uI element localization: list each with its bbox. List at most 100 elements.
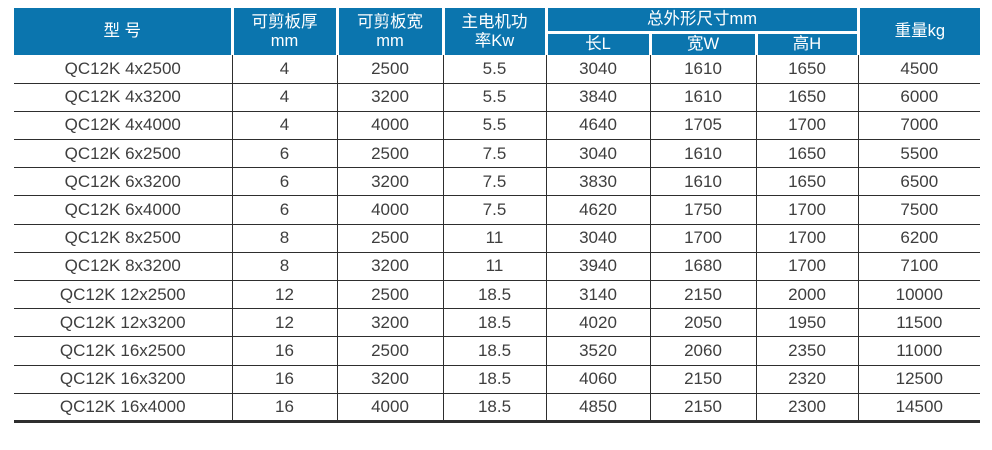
- cell-width-w: 2050: [649, 308, 756, 338]
- cell-height-h: 1700: [755, 252, 859, 282]
- cell-thickness-mm: 6: [231, 167, 337, 197]
- cell-sheet-width-mm: 3200: [336, 308, 443, 338]
- cell-weight-kg: 7500: [857, 195, 981, 225]
- cell-height-h: 2300: [755, 393, 859, 423]
- table-row: QC12K 4x4000 4 4000 5.5 4640 1705 1700 7000: [14, 111, 981, 141]
- cell-width-w: 1610: [649, 83, 756, 112]
- cell-sheet-width-mm: 2500: [336, 224, 443, 253]
- cell-width-w: 1705: [649, 111, 756, 141]
- table-row: QC12K 12x2500 12 2500 18.5 3140 2150 2000 10000: [14, 280, 981, 310]
- cell-power-kw: 18.5: [442, 365, 546, 394]
- table-row: QC12K 16x2500 16 2500 18.5 3520 2060 2350 11000: [14, 336, 981, 366]
- cell-sheet-width-mm: 3200: [336, 252, 443, 282]
- cell-length-l: 4060: [545, 365, 650, 394]
- cell-power-kw: 18.5: [442, 393, 546, 423]
- header-length: 长L: [544, 32, 650, 55]
- cell-sheet-width-mm: 4000: [336, 111, 443, 141]
- header-sheet-width: 可剪板宽 mm: [335, 8, 443, 55]
- cell-length-l: 3040: [545, 224, 650, 253]
- cell-power-kw: 5.5: [442, 55, 546, 84]
- cell-width-w: 2060: [649, 336, 756, 366]
- cell-length-l: 4640: [545, 111, 650, 141]
- cell-power-kw: 11: [442, 252, 546, 282]
- cell-height-h: 1650: [755, 55, 859, 84]
- cell-weight-kg: 6000: [857, 83, 981, 112]
- table-row: QC12K 4x2500 4 2500 5.5 3040 1610 1650 4500: [14, 55, 981, 84]
- cell-power-kw: 18.5: [442, 336, 546, 366]
- cell-model: QC12K 4x4000: [14, 111, 232, 141]
- cell-model: QC12K 12x3200: [14, 308, 232, 338]
- cell-weight-kg: 7000: [857, 111, 981, 141]
- cell-sheet-width-mm: 4000: [336, 393, 443, 423]
- spec-table-body: QC12K 4x2500 4 2500 5.5 3040 1610 1650 4500 QC12…: [14, 55, 981, 423]
- header-height-h: 高H: [754, 32, 859, 55]
- cell-length-l: 3040: [545, 55, 650, 84]
- cell-power-kw: 18.5: [442, 308, 546, 338]
- cell-height-h: 1700: [755, 195, 859, 225]
- cell-weight-kg: 6500: [857, 167, 981, 197]
- cell-thickness-mm: 6: [231, 195, 337, 225]
- cell-length-l: 3840: [545, 83, 650, 112]
- cell-length-l: 3040: [545, 139, 650, 169]
- cell-model: QC12K 4x2500: [14, 55, 232, 84]
- cell-sheet-width-mm: 2500: [336, 280, 443, 310]
- cell-thickness-mm: 4: [231, 111, 337, 141]
- header-dimensions-group: 总外形尺寸mm: [544, 8, 859, 34]
- cell-thickness-mm: 4: [231, 83, 337, 112]
- cell-model: QC12K 16x2500: [14, 336, 232, 366]
- cell-length-l: 3940: [545, 252, 650, 282]
- cell-length-l: 4850: [545, 393, 650, 423]
- cell-height-h: 1650: [755, 83, 859, 112]
- cell-sheet-width-mm: 2500: [336, 336, 443, 366]
- cell-thickness-mm: 8: [231, 224, 337, 253]
- cell-width-w: 1680: [649, 252, 756, 282]
- cell-weight-kg: 6200: [857, 224, 981, 253]
- cell-power-kw: 5.5: [442, 111, 546, 141]
- cell-power-kw: 7.5: [442, 167, 546, 197]
- cell-sheet-width-mm: 4000: [336, 195, 443, 225]
- cell-weight-kg: 14500: [857, 393, 981, 423]
- cell-thickness-mm: 12: [231, 308, 337, 338]
- cell-length-l: 3520: [545, 336, 650, 366]
- table-row: QC12K 6x3200 6 3200 7.5 3830 1610 1650 6500: [14, 167, 981, 197]
- cell-thickness-mm: 16: [231, 336, 337, 366]
- cell-model: QC12K 6x4000: [14, 195, 232, 225]
- cell-model: QC12K 12x2500: [14, 280, 232, 310]
- cell-height-h: 1950: [755, 308, 859, 338]
- cell-model: QC12K 16x3200: [14, 365, 232, 394]
- cell-weight-kg: 7100: [857, 252, 981, 282]
- cell-weight-kg: 4500: [857, 55, 981, 84]
- header-model: 型 号: [14, 8, 232, 55]
- cell-thickness-mm: 8: [231, 252, 337, 282]
- cell-thickness-mm: 6: [231, 139, 337, 169]
- cell-power-kw: 7.5: [442, 139, 546, 169]
- cell-model: QC12K 8x2500: [14, 224, 232, 253]
- cell-width-w: 2150: [649, 280, 756, 310]
- table-row: QC12K 8x2500 8 2500 11 3040 1700 1700 6200: [14, 224, 981, 253]
- cell-power-kw: 11: [442, 224, 546, 253]
- cell-sheet-width-mm: 3200: [336, 365, 443, 394]
- cell-width-w: 1750: [649, 195, 756, 225]
- cell-model: QC12K 16x4000: [14, 393, 232, 423]
- cell-model: QC12K 8x3200: [14, 252, 232, 282]
- cell-sheet-width-mm: 3200: [336, 83, 443, 112]
- cell-thickness-mm: 12: [231, 280, 337, 310]
- cell-width-w: 1610: [649, 167, 756, 197]
- cell-power-kw: 7.5: [442, 195, 546, 225]
- table-row: QC12K 6x4000 6 4000 7.5 4620 1750 1700 7500: [14, 195, 981, 225]
- cell-length-l: 4020: [545, 308, 650, 338]
- table-row: QC12K 12x3200 12 3200 18.5 4020 2050 1950 11500: [14, 308, 981, 338]
- cell-thickness-mm: 16: [231, 393, 337, 423]
- cell-model: QC12K 4x3200: [14, 83, 232, 112]
- cell-sheet-width-mm: 2500: [336, 55, 443, 84]
- cell-power-kw: 18.5: [442, 280, 546, 310]
- cell-power-kw: 5.5: [442, 83, 546, 112]
- header-width-w: 宽W: [648, 32, 756, 55]
- table-row: QC12K 4x3200 4 3200 5.5 3840 1610 1650 6000: [14, 83, 981, 112]
- cell-height-h: 2000: [755, 280, 859, 310]
- cell-length-l: 3140: [545, 280, 650, 310]
- cell-weight-kg: 5500: [857, 139, 981, 169]
- cell-width-w: 1700: [649, 224, 756, 253]
- table-row: QC12K 16x4000 16 4000 18.5 4850 2150 2300 14500: [14, 393, 981, 423]
